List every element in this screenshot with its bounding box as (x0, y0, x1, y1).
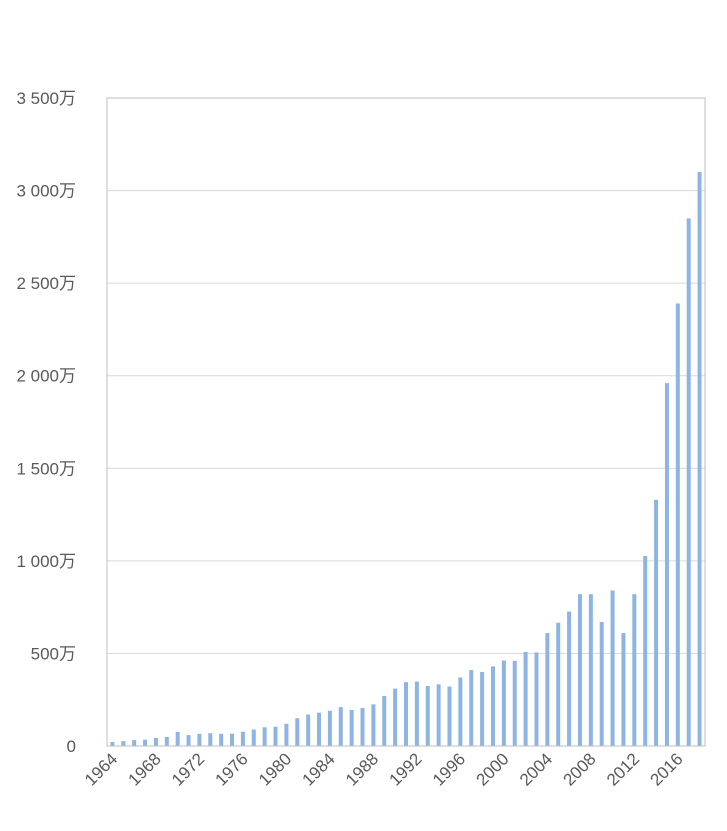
bar-2005 (556, 622, 561, 746)
x-tick-label: 1992 (386, 749, 426, 789)
bar-1967 (143, 739, 148, 746)
bar-1987 (360, 708, 365, 746)
bar-1992 (414, 681, 419, 746)
bar-1977 (251, 729, 256, 746)
bar-1986 (349, 709, 354, 746)
y-tick-label: 0 (67, 737, 76, 756)
bar-1990 (393, 688, 398, 746)
x-tick-label: 2004 (516, 749, 556, 789)
bar-1969 (164, 736, 169, 746)
x-tick-label: 1976 (212, 749, 252, 789)
x-tick-label: 1972 (168, 749, 208, 789)
bar-2000 (501, 660, 506, 746)
bar-2010 (610, 590, 615, 746)
bar-1974 (219, 733, 224, 746)
x-tick-label: 1968 (125, 749, 165, 789)
bar-1993 (425, 686, 430, 746)
bar-1979 (273, 726, 278, 746)
bar-1966 (132, 740, 137, 746)
bar-1965 (121, 741, 126, 746)
y-tick-label: 3 000万 (16, 182, 76, 201)
bar-1996 (458, 677, 463, 746)
bar-2012 (632, 594, 637, 746)
x-tick-label: 1996 (429, 749, 469, 789)
bar-1989 (382, 696, 387, 746)
bar-2015 (664, 383, 669, 746)
gridlines (107, 190, 705, 654)
plot-frame (106, 97, 706, 747)
x-axis-tick-labels: 1964 1968 1972 1976 1980 1984 1988 1992 1996 2000… (81, 749, 687, 789)
x-tick-label: 2016 (646, 749, 686, 789)
bar-1968 (153, 737, 158, 746)
bar-2003 (534, 652, 539, 746)
bar-1975 (230, 733, 235, 746)
bar-1999 (490, 666, 495, 746)
bar-1973 (208, 733, 213, 746)
bar-1976 (240, 731, 245, 746)
x-tick-label: 2008 (559, 749, 599, 789)
bar-2006 (567, 611, 572, 746)
bar-2013 (643, 556, 648, 746)
bar-1998 (480, 671, 485, 746)
bar-1988 (371, 704, 376, 746)
bar-2011 (621, 633, 626, 746)
bar-1980 (284, 723, 289, 746)
bar-1972 (197, 733, 202, 746)
bar-2017 (686, 218, 691, 747)
bar-2018 (697, 172, 702, 746)
bar-1982 (306, 714, 311, 746)
x-tick-label: 2000 (472, 749, 512, 789)
bar-1964 (110, 741, 115, 746)
bar-1983 (317, 712, 322, 746)
bar-1971 (186, 735, 191, 746)
x-tick-label: 1964 (81, 749, 121, 789)
x-tick-label: 1984 (299, 749, 339, 789)
bar-1978 (262, 727, 267, 746)
bar-2014 (654, 499, 659, 746)
x-tick-label: 2012 (603, 749, 643, 789)
bar-1995 (447, 686, 452, 746)
bar-1994 (436, 684, 441, 746)
bar-2001 (512, 660, 517, 746)
bar-1984 (327, 710, 332, 746)
y-tick-label: 3 500万 (16, 89, 76, 108)
bar-2002 (523, 651, 528, 746)
x-tick-label: 1980 (255, 749, 295, 789)
y-tick-label: 500万 (31, 644, 76, 663)
y-tick-label: 1 000万 (16, 552, 76, 571)
bar-1997 (469, 670, 474, 746)
bar-2008 (588, 594, 593, 746)
bar-1970 (175, 731, 180, 746)
bar-2007 (577, 594, 582, 746)
bar-1985 (338, 707, 343, 746)
y-axis-tick-labels: 0 500万 1 000万 1 500万 2 000万 2 500万 3 000万 3 500… (16, 89, 76, 756)
y-tick-label: 2 000万 (16, 367, 76, 386)
bar-2004 (545, 633, 550, 746)
bar-2016 (675, 303, 680, 746)
bars (110, 172, 702, 747)
bar-2009 (599, 621, 604, 746)
y-tick-label: 1 500万 (16, 459, 76, 478)
y-tick-label: 2 500万 (16, 274, 76, 293)
x-tick-label: 1988 (342, 749, 382, 789)
bar-1981 (295, 718, 300, 746)
bar-1991 (404, 682, 408, 746)
